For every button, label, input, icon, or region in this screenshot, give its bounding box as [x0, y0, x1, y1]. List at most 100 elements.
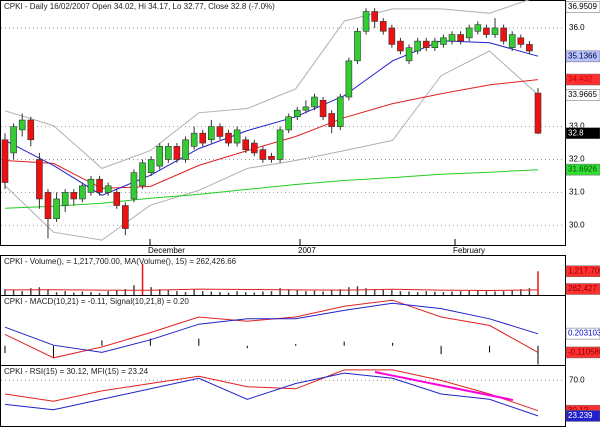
y-tick-label: 36.0	[569, 23, 585, 32]
axis-value-box	[565, 163, 600, 176]
candle-body	[36, 159, 43, 200]
y-tick-label: 33.0	[569, 122, 585, 131]
axis-value-box	[565, 127, 600, 139]
axis-value-label: -0.110586	[568, 348, 600, 357]
panel-frame	[0, 0, 566, 246]
axis-value-box	[565, 346, 600, 359]
candle-body	[422, 40, 430, 48]
candle-body	[130, 172, 138, 200]
candle-body	[18, 119, 26, 131]
axis-value-label: 262,427	[568, 284, 597, 293]
candle-body	[362, 11, 370, 32]
candle-body	[311, 96, 318, 108]
candle-body	[225, 132, 232, 144]
axis-value-box	[565, 1, 600, 13]
x-tick-label: February	[453, 246, 485, 255]
candle-body	[216, 126, 224, 137]
y-tick-label: 30.0	[569, 220, 585, 229]
candle-body	[190, 132, 198, 147]
candle-body	[517, 37, 525, 45]
x-tick-label: December	[148, 246, 185, 255]
axis-value-label: 1,217,700	[568, 266, 600, 275]
indicator-line	[4, 302, 539, 353]
candle-body	[397, 40, 404, 52]
candle-body	[431, 40, 439, 48]
candle-body	[483, 27, 490, 35]
candle-body	[113, 192, 121, 206]
candle-body	[328, 113, 335, 127]
candle-body	[70, 192, 78, 200]
candle-body	[534, 92, 542, 134]
y-tick-label: 32.0	[569, 155, 585, 164]
candle-body	[61, 192, 69, 206]
axis-value-label: 32.8	[568, 128, 584, 137]
candle-body	[53, 198, 60, 219]
candle-body	[122, 205, 129, 229]
indicator-line	[4, 0, 530, 169]
trend-line	[374, 371, 514, 401]
candle-body	[96, 178, 103, 193]
candle-body	[285, 116, 292, 131]
candle-body	[345, 60, 353, 98]
candle-body	[302, 106, 310, 111]
candle-body	[251, 142, 258, 154]
panel-frame	[0, 365, 566, 427]
candle-body	[10, 126, 17, 154]
candle-body	[104, 185, 112, 193]
panel-title: CPKI - Volume(), = 1,217,700.00, MA(Volu…	[4, 257, 237, 266]
candle-body	[474, 24, 482, 32]
candle-body	[379, 21, 387, 32]
axis-value-label: 0.203103	[568, 329, 600, 338]
panel-frame	[0, 255, 566, 296]
y-tick-label: 31.0	[569, 187, 585, 196]
candle-body	[1, 139, 9, 183]
indicator-line	[4, 169, 539, 209]
candle-body	[293, 109, 301, 118]
indicator-line	[4, 50, 539, 241]
x-tick-label: 2007	[298, 246, 316, 255]
candle-body	[233, 129, 241, 144]
candle-body	[276, 129, 284, 160]
axis-value-box	[565, 89, 600, 101]
candle-body	[242, 139, 250, 150]
candle-body	[268, 155, 275, 160]
candle-body	[199, 132, 207, 144]
candle-body	[388, 27, 396, 45]
candle-body	[414, 40, 421, 52]
candle-body	[448, 34, 456, 42]
axis-value-label: 23.239	[568, 411, 593, 420]
candle-body	[156, 146, 164, 167]
candle-body	[259, 149, 267, 160]
candle-body	[336, 96, 344, 127]
candle-body	[405, 47, 413, 62]
candle-body	[465, 27, 473, 39]
axis-value-box	[565, 50, 600, 63]
indicator-line	[4, 369, 539, 412]
axis-value-box	[565, 73, 600, 86]
axis-value-label: 36.9509	[568, 2, 597, 11]
candle-body	[491, 27, 499, 35]
axis-value-label: 31.6926	[568, 165, 597, 174]
axis-value-label: 35.1366	[568, 51, 597, 60]
candle-body	[208, 126, 215, 141]
candle-body	[27, 119, 35, 141]
axis-value-label: 33.9665	[568, 90, 597, 99]
axis-value-box	[565, 327, 600, 340]
y-tick-label: 70.0	[569, 376, 585, 385]
indicator-line	[4, 288, 539, 292]
candle-body	[354, 30, 361, 62]
candle-body	[79, 185, 86, 200]
axis-value-box	[565, 265, 600, 278]
candle-body	[182, 139, 189, 160]
candle-body	[457, 34, 464, 42]
candle-body	[526, 44, 533, 52]
candle-body	[508, 34, 516, 48]
indicator-line	[4, 372, 539, 417]
panel-frame	[0, 295, 566, 366]
candle-body	[319, 100, 327, 118]
candle-body	[44, 192, 52, 219]
axis-value-box	[565, 283, 600, 295]
candle-body	[371, 11, 378, 22]
panel-title: CPKI - RSI(15) = 30.12, MFI(15) = 23.24	[4, 367, 149, 376]
